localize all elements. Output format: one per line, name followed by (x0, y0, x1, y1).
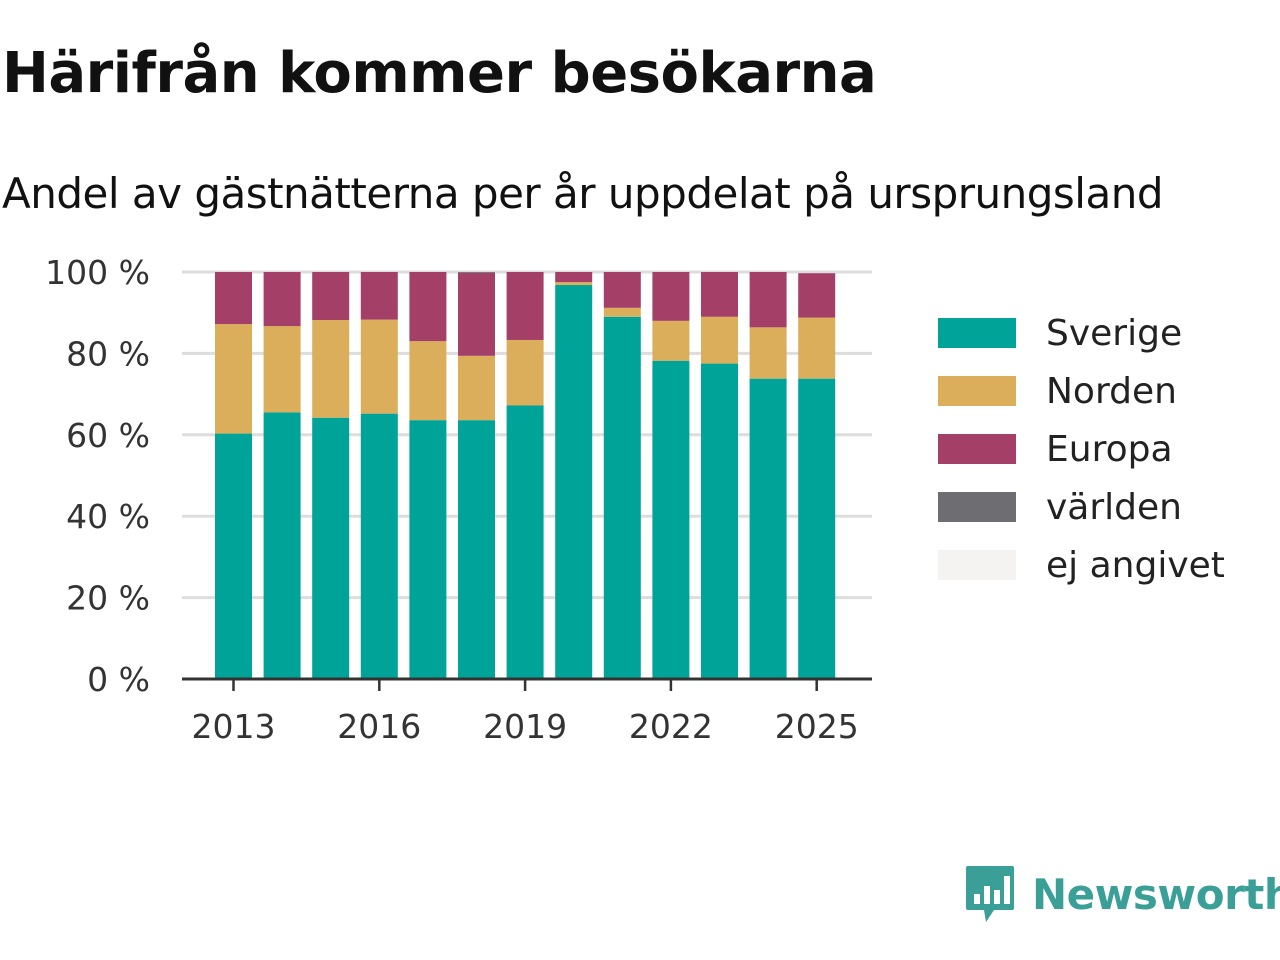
legend-item: Norden (938, 362, 1225, 420)
bar-stack-2023 (701, 272, 738, 679)
bar-stack-2025 (798, 273, 836, 679)
y-tick-label: 0 % (87, 660, 150, 699)
brand-logo: Newsworthy (964, 864, 1280, 924)
legend-item: Europa (938, 420, 1225, 478)
legend-label: Europa (1046, 428, 1173, 470)
bar-segment-Sverige (749, 378, 787, 679)
legend-label: världen (1046, 486, 1182, 528)
bar-segment-Europa (603, 272, 641, 308)
bar-stack-2020 (555, 272, 593, 679)
x-tick-label: 2025 (775, 707, 859, 746)
bar-segment-Sverige (215, 433, 252, 679)
bar-segment-Sverige (506, 405, 544, 679)
legend-swatch (938, 318, 1016, 348)
bar-stack-2018 (458, 272, 495, 679)
bar-segment-Europa (555, 272, 593, 283)
bar-segment-Europa (263, 272, 301, 327)
stacked-bar-chart: 0 % 20 % 40 % 60 % 80 % 100 % 2013 2016 2019 2022… (45, 253, 872, 746)
bar-segment-Norden (360, 319, 398, 414)
bar-segment-Norden (555, 282, 593, 286)
legend-item: världen (938, 478, 1225, 536)
legend-swatch (938, 434, 1016, 464)
bar-segment-Sverige (312, 417, 350, 679)
x-tick-label: 2016 (337, 707, 421, 746)
bar-segment-Europa (652, 272, 690, 321)
bar-stack-2017 (409, 272, 447, 679)
bars (215, 272, 836, 679)
legend-label: Sverige (1046, 312, 1183, 354)
x-tick-label: 2022 (629, 707, 713, 746)
legend-swatch (938, 550, 1016, 580)
bar-segment-Europa (701, 272, 738, 317)
bar-segment-Europa (312, 272, 350, 321)
bar-segment-Sverige (263, 412, 301, 679)
legend-swatch (938, 492, 1016, 522)
bar-segment-Norden (263, 326, 301, 413)
bar-segment-Sverige (652, 360, 690, 679)
bar-segment-Sverige (798, 378, 836, 679)
bar-segment-Norden (603, 307, 641, 317)
bar-stack-2013 (215, 272, 252, 679)
bar-segment-Europa (458, 272, 495, 356)
bar-segment-Sverige (701, 363, 738, 679)
bar-segment-Europa (360, 272, 398, 320)
axes: 0 % 20 % 40 % 60 % 80 % 100 % 2013 2016 2019 2022… (45, 253, 872, 746)
y-tick-label: 80 % (66, 334, 150, 373)
bar-stack-2021 (603, 272, 641, 679)
legend-label: Norden (1046, 370, 1177, 412)
chart-title: Härifrån kommer besökarna (2, 41, 877, 106)
bar-segment-Europa (506, 272, 544, 340)
x-tick-label: 2013 (192, 707, 276, 746)
bar-segment-världen (458, 272, 495, 273)
bar-segment-Norden (798, 317, 836, 379)
bar-stack-2014 (263, 272, 301, 679)
bar-segment-Sverige (603, 316, 641, 679)
chart-subtitle: Andel av gästnätterna per år uppdelat på… (2, 169, 1163, 218)
bar-segment-Norden (701, 316, 738, 364)
y-tick-label: 20 % (66, 579, 150, 618)
bar-segment-Europa (215, 272, 252, 325)
bar-stack-2019 (506, 272, 544, 679)
bar-stack-2024 (749, 272, 787, 679)
bar-segment-Sverige (360, 413, 398, 679)
legend-item: ej angivet (938, 536, 1225, 594)
y-tick-label: 40 % (66, 497, 150, 536)
bar-segment-Norden (409, 341, 447, 421)
legend-label: ej angivet (1046, 544, 1225, 586)
bar-segment-Norden (749, 327, 787, 379)
bar-stack-2016 (360, 272, 398, 679)
x-tick-label: 2019 (483, 707, 567, 746)
bar-segment-Norden (506, 339, 544, 406)
bar-segment-Norden (458, 355, 495, 421)
legend-item: Sverige (938, 304, 1225, 362)
bar-segment-Norden (312, 320, 350, 418)
bar-segment-Sverige (458, 420, 495, 679)
brand-name: Newsworthy (1032, 869, 1280, 919)
bar-segment-Europa (749, 272, 787, 328)
bar-stack-2022 (652, 272, 690, 679)
bar-stack-2015 (312, 272, 350, 679)
bar-segment-Europa (409, 272, 447, 342)
y-tick-label: 60 % (66, 416, 150, 455)
legend-swatch (938, 376, 1016, 406)
bar-segment-Europa (798, 273, 836, 318)
bar-segment-Sverige (409, 420, 447, 679)
y-tick-label: 100 % (45, 253, 150, 292)
bar-segment-Sverige (555, 285, 593, 679)
bar-segment-Norden (652, 320, 690, 361)
newsworthy-logo-icon (966, 866, 1014, 922)
bar-segment-Norden (215, 324, 252, 434)
legend: Sverige Norden Europa världen ej angivet (938, 304, 1225, 594)
